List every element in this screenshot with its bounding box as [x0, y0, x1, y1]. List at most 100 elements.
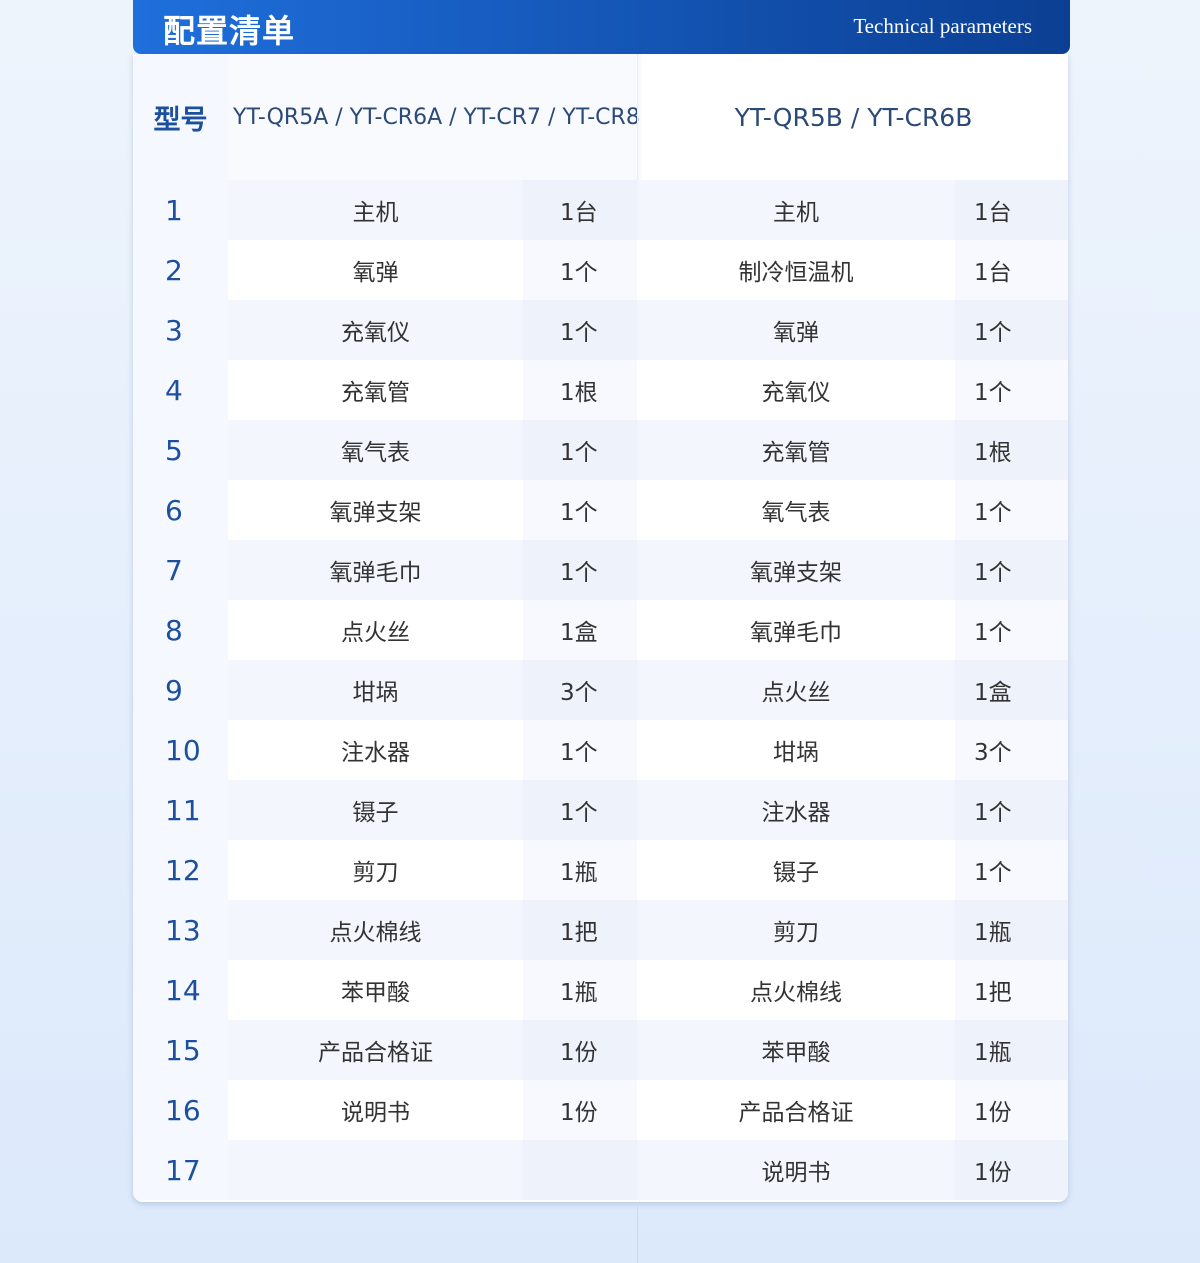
subtitle: Technical parameters — [853, 14, 1032, 38]
item-name: 充氧仪 — [761, 380, 831, 406]
item-quantity: 1盒 — [955, 660, 1068, 720]
item-name: 制冷恒温机 — [738, 260, 854, 286]
row-number: 12 — [133, 840, 228, 900]
item-quantity: 1瓶 — [955, 1020, 1068, 1080]
item-name: 坩埚 — [773, 740, 819, 766]
item-name: 点火丝 — [761, 680, 831, 706]
item-quantity: 1份 — [523, 1080, 637, 1140]
item-quantity: 1个 — [955, 360, 1068, 420]
row-number: 5 — [133, 420, 228, 480]
row-number: 6 — [133, 480, 228, 540]
model-b: YT-QR5B / YT-CR6B — [637, 54, 1068, 180]
item-name: 苯甲酸 — [761, 1040, 831, 1066]
item-quantity: 1份 — [955, 1080, 1068, 1140]
header-bar: 配置清单 Technical parameters — [133, 0, 1070, 54]
item-name: 说明书 — [341, 1100, 410, 1126]
row-number: 10 — [133, 720, 228, 780]
item-quantity: 1个 — [955, 840, 1068, 900]
item-name: 氧弹支架 — [750, 560, 842, 586]
item-name: 点火棉线 — [750, 980, 842, 1006]
item-quantity: 1个 — [523, 540, 637, 600]
item-name: 镊子 — [352, 800, 399, 826]
item-quantity: 3个 — [955, 720, 1068, 780]
item-name: 氧气表 — [341, 440, 410, 466]
item-quantity: 1台 — [955, 240, 1068, 300]
item-name: 充氧管 — [761, 440, 831, 466]
item-name: 注水器 — [761, 800, 831, 826]
table-row: 10 注水器 1个 坩埚 3个 — [133, 720, 1068, 780]
item-quantity — [523, 1140, 637, 1200]
item-quantity: 1瓶 — [955, 900, 1068, 960]
table-row: 1 主机 1台 主机 1台 — [133, 180, 1068, 240]
item-quantity: 1个 — [523, 720, 637, 780]
item-name: 氧弹 — [773, 320, 819, 346]
item-quantity: 1个 — [955, 780, 1068, 840]
item-quantity: 1台 — [523, 180, 637, 240]
table-row: 15 产品合格证 1份 苯甲酸 1瓶 — [133, 1020, 1068, 1080]
item-name: 镊子 — [773, 860, 819, 886]
item-quantity: 1把 — [955, 960, 1068, 1020]
item-quantity: 1瓶 — [523, 840, 637, 900]
item-quantity: 1个 — [523, 300, 637, 360]
item-name: 氧弹支架 — [329, 500, 422, 526]
item-quantity: 1个 — [523, 420, 637, 480]
row-number: 15 — [133, 1020, 228, 1080]
item-quantity: 1把 — [523, 900, 637, 960]
row-number: 14 — [133, 960, 228, 1020]
row-number: 16 — [133, 1080, 228, 1140]
row-number: 2 — [133, 240, 228, 300]
table-row: 3 充氧仪 1个 氧弹 1个 — [133, 300, 1068, 360]
model-label: 型号 — [133, 54, 228, 180]
item-quantity: 1个 — [523, 780, 637, 840]
row-number: 9 — [133, 660, 228, 720]
item-quantity: 1份 — [955, 1140, 1068, 1200]
table-row: 12 剪刀 1瓶 镊子 1个 — [133, 840, 1068, 900]
table-row: 13 点火棉线 1把 剪刀 1瓶 — [133, 900, 1068, 960]
divider — [637, 1202, 638, 1263]
item-quantity: 1瓶 — [523, 960, 637, 1020]
item-name: 剪刀 — [773, 920, 819, 946]
item-quantity: 1个 — [955, 300, 1068, 360]
item-quantity: 1个 — [955, 600, 1068, 660]
item-quantity: 3个 — [523, 660, 637, 720]
item-name: 主机 — [773, 200, 819, 226]
item-quantity: 1台 — [955, 180, 1068, 240]
item-name: 注水器 — [341, 740, 410, 766]
item-quantity: 1盒 — [523, 600, 637, 660]
item-name: 主机 — [352, 200, 399, 226]
item-name: 充氧管 — [341, 380, 410, 406]
table-row: 14 苯甲酸 1瓶 点火棉线 1把 — [133, 960, 1068, 1020]
row-number: 7 — [133, 540, 228, 600]
row-number: 11 — [133, 780, 228, 840]
table-row: 9 坩埚 3个 点火丝 1盒 — [133, 660, 1068, 720]
title: 配置清单 — [163, 12, 296, 50]
row-number: 4 — [133, 360, 228, 420]
item-quantity: 1个 — [955, 480, 1068, 540]
table-row: 8 点火丝 1盒 氧弹毛巾 1个 — [133, 600, 1068, 660]
item-name: 氧弹毛巾 — [329, 560, 422, 586]
row-number: 8 — [133, 600, 228, 660]
table-row: 7 氧弹毛巾 1个 氧弹支架 1个 — [133, 540, 1068, 600]
model-a: YT-QR5A / YT-CR6A / YT-CR7 / YT-CR8 — [228, 54, 642, 180]
table-row: 11 镊子 1个 注水器 1个 — [133, 780, 1068, 840]
table-row: 16 说明书 1份 产品合格证 1份 — [133, 1080, 1068, 1140]
item-name: 说明书 — [761, 1160, 831, 1186]
table-row: 2 氧弹 1个 制冷恒温机 1台 — [133, 240, 1068, 300]
item-name: 点火丝 — [341, 620, 410, 646]
item-quantity: 1份 — [523, 1020, 637, 1080]
item-name: 氧弹毛巾 — [750, 620, 842, 646]
item-quantity: 1根 — [523, 360, 637, 420]
item-name: 氧气表 — [761, 500, 831, 526]
table-row: 6 氧弹支架 1个 氧气表 1个 — [133, 480, 1068, 540]
item-quantity: 1个 — [955, 540, 1068, 600]
item-quantity: 1根 — [955, 420, 1068, 480]
item-quantity: 1个 — [523, 240, 637, 300]
row-number: 3 — [133, 300, 228, 360]
table-row: 5 氧气表 1个 充氧管 1根 — [133, 420, 1068, 480]
item-quantity: 1个 — [523, 480, 637, 540]
item-name: 产品合格证 — [738, 1100, 854, 1126]
item-name: 产品合格证 — [318, 1040, 433, 1066]
item-name — [228, 1140, 523, 1200]
item-name: 剪刀 — [352, 860, 399, 886]
